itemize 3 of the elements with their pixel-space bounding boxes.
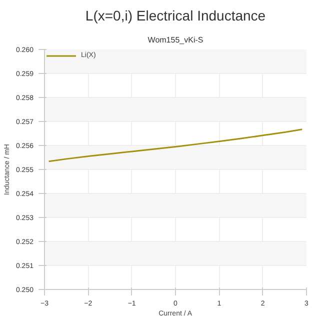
line-series: [48, 128, 303, 162]
chart-subtitle: Wom155_vKi-S: [148, 36, 204, 44]
chart-title: L(x=0,i) Electrical Inductance: [85, 8, 266, 24]
